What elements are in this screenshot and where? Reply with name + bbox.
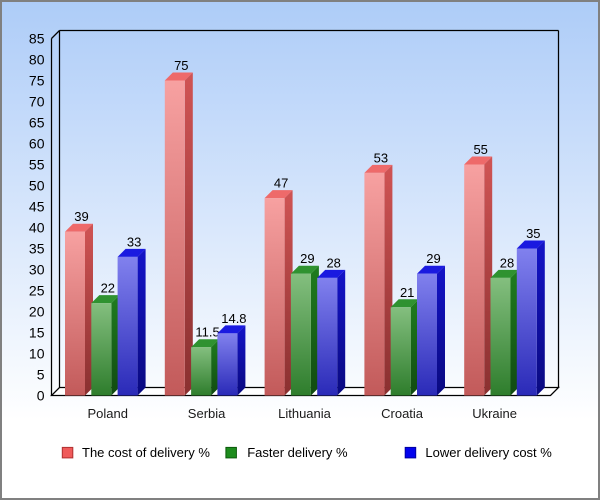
- svg-text:28: 28: [500, 255, 514, 270]
- svg-text:45: 45: [29, 199, 45, 215]
- svg-text:Faster delivery %: Faster delivery %: [247, 445, 348, 460]
- svg-text:29: 29: [300, 251, 314, 266]
- svg-text:5: 5: [37, 367, 45, 383]
- svg-text:Serbia: Serbia: [188, 406, 226, 421]
- svg-text:75: 75: [174, 58, 188, 73]
- svg-text:29: 29: [426, 251, 440, 266]
- svg-text:25: 25: [29, 283, 45, 299]
- svg-text:28: 28: [326, 255, 340, 270]
- svg-text:50: 50: [29, 178, 45, 194]
- svg-text:Lower delivery cost %: Lower delivery cost %: [425, 445, 552, 460]
- svg-text:22: 22: [101, 281, 115, 296]
- svg-text:15: 15: [29, 325, 45, 341]
- svg-text:55: 55: [29, 157, 45, 173]
- svg-text:60: 60: [29, 136, 45, 152]
- svg-text:21: 21: [400, 285, 414, 300]
- svg-text:10: 10: [29, 346, 45, 362]
- svg-text:30: 30: [29, 262, 45, 278]
- svg-text:85: 85: [29, 31, 45, 47]
- svg-text:11.5: 11.5: [195, 325, 219, 340]
- svg-text:Croatia: Croatia: [381, 406, 424, 421]
- svg-text:47: 47: [274, 176, 288, 191]
- svg-text:20: 20: [29, 304, 45, 320]
- svg-text:80: 80: [29, 52, 45, 68]
- svg-text:Ukraine: Ukraine: [472, 406, 517, 421]
- svg-text:40: 40: [29, 220, 45, 236]
- svg-text:75: 75: [29, 73, 45, 89]
- svg-text:39: 39: [74, 209, 88, 224]
- svg-text:33: 33: [127, 234, 141, 249]
- svg-text:35: 35: [526, 226, 540, 241]
- svg-text:70: 70: [29, 94, 45, 110]
- svg-text:53: 53: [374, 150, 388, 165]
- svg-text:The cost of delivery %: The cost of delivery %: [82, 445, 210, 460]
- svg-text:55: 55: [473, 142, 487, 157]
- svg-text:35: 35: [29, 241, 45, 257]
- svg-text:Lithuania: Lithuania: [278, 406, 332, 421]
- svg-text:Poland: Poland: [87, 406, 127, 421]
- svg-text:0: 0: [37, 388, 45, 404]
- svg-text:65: 65: [29, 115, 45, 131]
- svg-text:14.8: 14.8: [221, 311, 246, 326]
